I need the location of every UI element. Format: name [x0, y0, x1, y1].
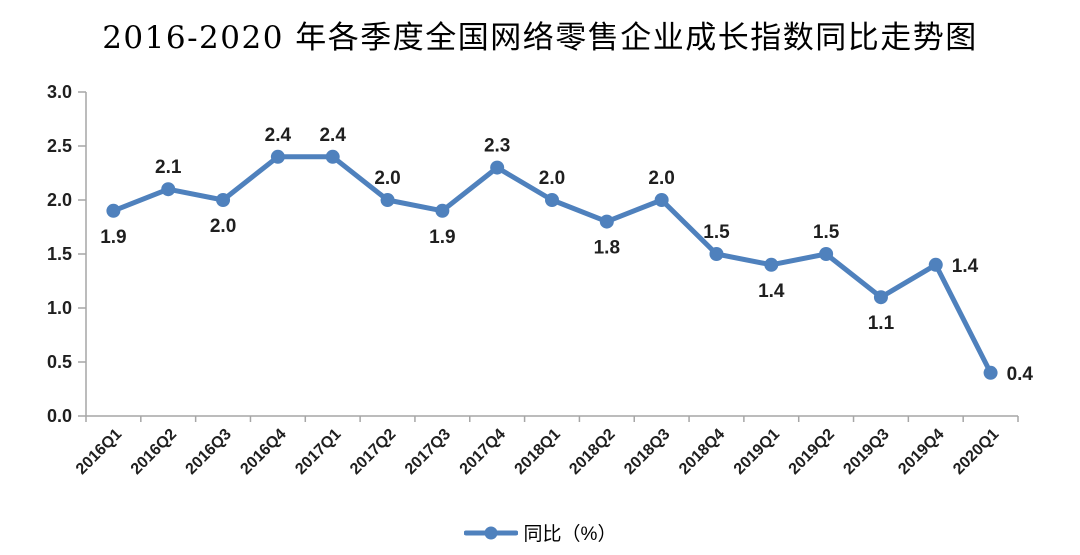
data-point-marker — [161, 182, 176, 197]
x-axis-label: 2019Q1 — [731, 426, 783, 478]
data-point-marker — [764, 257, 779, 272]
y-axis-label: 3.0 — [47, 82, 72, 102]
series-line-marker-icon — [463, 526, 518, 539]
series-line — [110, 154, 994, 376]
y-axis-label: 2.5 — [47, 136, 72, 156]
data-point-marker — [928, 257, 943, 272]
x-axis-label: 2016Q2 — [128, 426, 180, 478]
data-label: 2.1 — [155, 157, 182, 178]
data-label: 1.5 — [813, 222, 840, 243]
chart-title: 2016-2020 年各季度全国网络零售企业成长指数同比走势图 — [102, 20, 978, 56]
data-point-marker — [983, 365, 998, 380]
x-axis-label: 2016Q1 — [73, 426, 125, 478]
data-point-marker — [709, 247, 724, 261]
y-axis-label: 1.5 — [47, 244, 72, 264]
data-point-marker — [490, 160, 505, 175]
data-label: 1.1 — [868, 313, 895, 334]
data-label: 2.3 — [484, 136, 510, 157]
data-point-marker — [819, 247, 834, 261]
x-axis-label: 2017Q1 — [292, 426, 344, 478]
x-axis-label: 2016Q3 — [183, 426, 235, 478]
x-axis-label: 2020Q1 — [950, 426, 1002, 478]
legend: 同比（%） — [0, 510, 1080, 555]
data-point-marker — [325, 149, 340, 164]
data-point-marker — [599, 214, 614, 229]
x-axis-label: 2018Q1 — [512, 426, 564, 478]
legend-label: 同比（%） — [523, 524, 617, 545]
data-label: 2.4 — [265, 125, 292, 146]
data-label: 2.0 — [539, 168, 565, 189]
y-axis-label: 2.0 — [47, 190, 72, 210]
data-point-marker — [106, 203, 121, 218]
data-label: 2.0 — [210, 216, 236, 237]
data-label: 2.4 — [319, 125, 346, 146]
data-label: 1.9 — [429, 227, 455, 248]
y-axis-label: 0.5 — [47, 352, 72, 372]
data-point-marker — [216, 193, 231, 207]
x-axis-label: 2018Q2 — [566, 426, 618, 478]
y-axis-label: 0.0 — [47, 406, 72, 426]
data-point-marker — [545, 193, 559, 207]
data-label: 1.9 — [100, 227, 126, 248]
data-label: 1.4 — [952, 256, 979, 277]
x-axis-label: 2019Q4 — [895, 426, 947, 478]
data-label: 1.5 — [703, 222, 730, 243]
data-label: 1.4 — [758, 281, 785, 302]
data-point-marker — [435, 203, 450, 218]
data-label: 0.4 — [1007, 364, 1034, 385]
x-axis-label: 2016Q4 — [237, 426, 289, 478]
data-label: 2.0 — [374, 168, 400, 189]
x-axis-label: 2018Q4 — [676, 426, 728, 478]
x-axis-label: 2019Q2 — [786, 426, 838, 478]
data-point-marker — [380, 193, 395, 207]
data-point-marker — [654, 193, 669, 207]
y-axis-label: 1.0 — [47, 298, 72, 318]
x-axis-label: 2017Q4 — [457, 426, 509, 478]
data-point-marker — [270, 149, 285, 164]
x-axis-label: 2017Q3 — [402, 426, 454, 478]
data-label: 2.0 — [648, 168, 674, 189]
x-axis-label: 2019Q3 — [840, 426, 892, 478]
x-axis-label: 2018Q3 — [621, 426, 673, 478]
data-label: 1.8 — [594, 238, 620, 259]
x-axis-label: 2017Q2 — [347, 426, 399, 478]
data-point-marker — [873, 290, 888, 305]
